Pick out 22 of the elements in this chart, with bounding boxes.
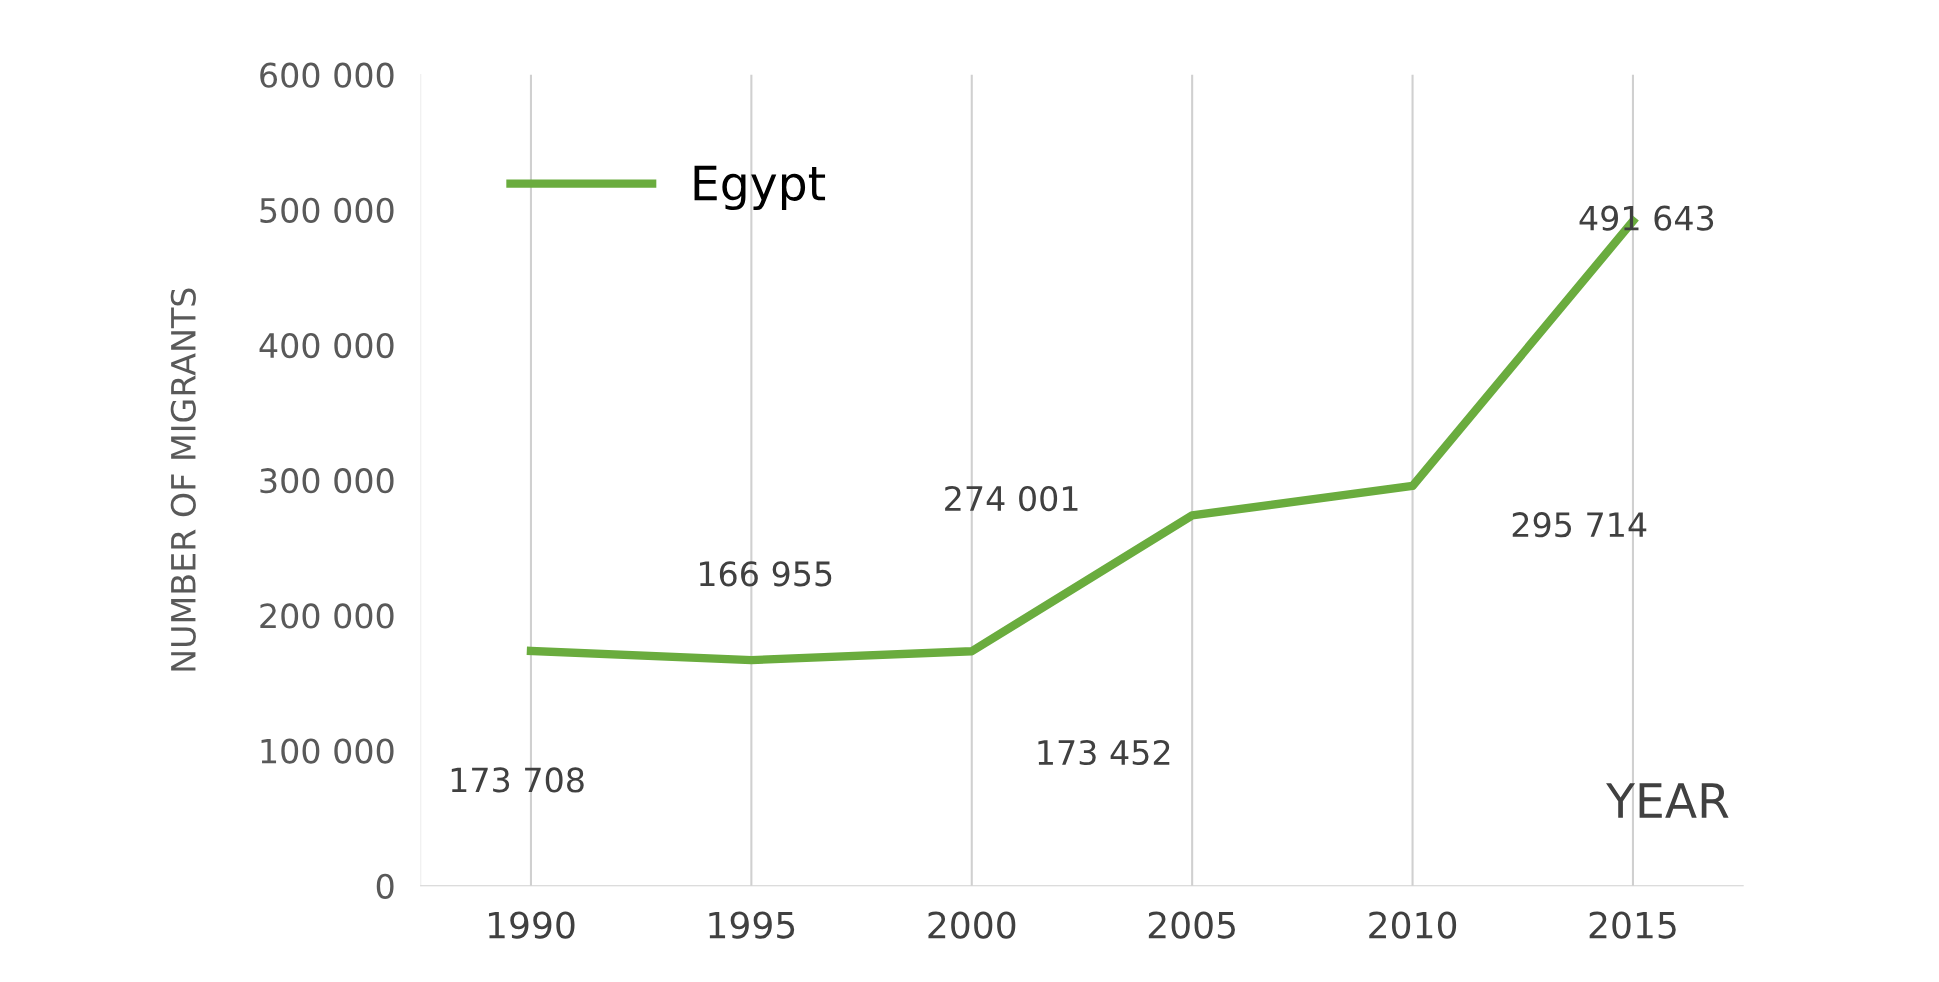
text: 166 955 — [699, 561, 832, 587]
y-tick-label: 600 000 — [260, 62, 394, 88]
text: 295 714 — [1512, 512, 1647, 538]
x-tick-label: 2015 — [1589, 911, 1676, 939]
y-tick-label: 100 000 — [261, 738, 394, 764]
y-tick-label: 500 000 — [260, 197, 394, 223]
x-tick-label: 1990 — [488, 911, 575, 939]
y-tick-label: 300 000 — [260, 468, 394, 494]
text: 173 452 — [1038, 739, 1170, 766]
y-axis-title: NUMBER OF MIGRANTS — [170, 288, 196, 671]
y-tick-label: 0 — [376, 873, 394, 899]
legend-label: Egypt — [694, 165, 826, 211]
text: 491 643 — [1579, 205, 1714, 231]
y-tick-label: 200 000 — [260, 603, 394, 629]
y-tick-label: 400 000 — [259, 332, 394, 359]
x-tick-label: 1995 — [709, 911, 795, 939]
text: 173 708 — [451, 767, 584, 793]
x-tick-label: 2010 — [1369, 911, 1457, 939]
x-tick-label: 2000 — [928, 911, 1016, 939]
x-tick-label: 2005 — [1148, 911, 1235, 939]
x-axis-title: YEAR — [1606, 783, 1729, 818]
text: 274 001 — [945, 485, 1078, 512]
